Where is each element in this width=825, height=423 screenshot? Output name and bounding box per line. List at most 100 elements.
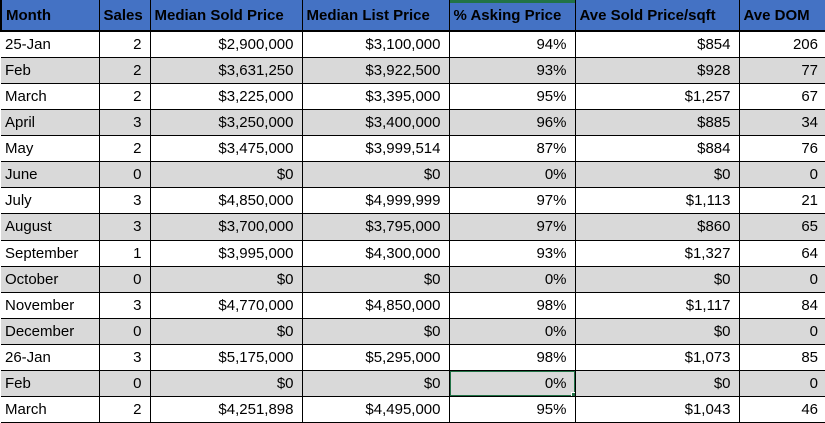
cell[interactable]: $0 bbox=[301, 161, 450, 189]
cell[interactable]: 46 bbox=[738, 395, 825, 423]
cell[interactable]: $0 bbox=[574, 369, 740, 397]
cell[interactable]: $4,850,000 bbox=[301, 291, 450, 319]
cell[interactable]: 2 bbox=[98, 135, 151, 163]
cell[interactable]: 0% bbox=[448, 265, 576, 293]
cell[interactable]: $3,400,000 bbox=[301, 109, 450, 137]
cell[interactable]: 2 bbox=[98, 83, 151, 111]
cell[interactable]: 93% bbox=[448, 57, 576, 85]
cell[interactable]: 3 bbox=[98, 109, 151, 137]
cell[interactable]: $884 bbox=[574, 135, 740, 163]
cell[interactable]: 25-Jan bbox=[1, 30, 100, 59]
cell[interactable]: 21 bbox=[738, 187, 825, 215]
cell[interactable]: $0 bbox=[574, 265, 740, 293]
cell[interactable]: 97% bbox=[448, 187, 576, 215]
cell[interactable]: 87% bbox=[448, 135, 576, 163]
cell[interactable]: September bbox=[1, 239, 100, 267]
header-cell-ave-sold-price-sqft[interactable]: Ave Sold Price/sqft bbox=[574, 0, 740, 32]
cell[interactable]: 84 bbox=[738, 291, 825, 319]
header-cell-month[interactable]: Month bbox=[0, 0, 100, 32]
cell[interactable]: 206 bbox=[738, 30, 825, 59]
header-cell-median-sold-price[interactable]: Median Sold Price bbox=[149, 0, 303, 32]
cell[interactable]: 98% bbox=[448, 343, 576, 371]
header-cell-asking-price[interactable]: % Asking Price bbox=[448, 0, 576, 32]
cell[interactable]: $5,175,000 bbox=[149, 343, 303, 371]
cell[interactable]: $4,999,999 bbox=[301, 187, 450, 215]
cell[interactable]: 0 bbox=[738, 265, 825, 293]
cell[interactable]: 65 bbox=[738, 213, 825, 241]
cell[interactable]: 98% bbox=[448, 291, 576, 319]
cell[interactable]: $3,995,000 bbox=[149, 239, 303, 267]
cell[interactable]: $4,300,000 bbox=[301, 239, 450, 267]
cell[interactable]: 76 bbox=[738, 135, 825, 163]
cell[interactable]: 95% bbox=[448, 83, 576, 111]
cell[interactable]: $0 bbox=[574, 317, 740, 345]
cell[interactable]: $3,475,000 bbox=[149, 135, 303, 163]
cell[interactable]: 0% bbox=[448, 161, 576, 189]
cell[interactable]: 3 bbox=[98, 291, 151, 319]
cell[interactable]: 34 bbox=[738, 109, 825, 137]
cell[interactable]: $1,117 bbox=[574, 291, 740, 319]
cell[interactable]: 0 bbox=[98, 161, 151, 189]
cell[interactable]: $3,225,000 bbox=[149, 83, 303, 111]
cell[interactable]: 0 bbox=[98, 369, 151, 397]
cell[interactable]: $854 bbox=[574, 30, 740, 59]
cell[interactable]: $0 bbox=[574, 161, 740, 189]
cell[interactable]: 85 bbox=[738, 343, 825, 371]
header-cell-sales[interactable]: Sales bbox=[98, 0, 151, 32]
cell[interactable]: April bbox=[1, 109, 100, 137]
cell[interactable]: 0% bbox=[448, 317, 576, 345]
cell[interactable]: $3,922,500 bbox=[301, 57, 450, 85]
cell[interactable]: $3,999,514 bbox=[301, 135, 450, 163]
cell[interactable]: August bbox=[1, 213, 100, 241]
cell[interactable]: November bbox=[1, 291, 100, 319]
cell[interactable]: $0 bbox=[149, 317, 303, 345]
cell[interactable]: October bbox=[1, 265, 100, 293]
cell[interactable]: 93% bbox=[448, 239, 576, 267]
cell[interactable]: $0 bbox=[301, 369, 450, 397]
cell[interactable]: 77 bbox=[738, 57, 825, 85]
cell[interactable]: 95% bbox=[448, 395, 576, 423]
cell[interactable]: $860 bbox=[574, 213, 740, 241]
cell[interactable]: 2 bbox=[98, 30, 151, 59]
cell[interactable]: 3 bbox=[98, 187, 151, 215]
cell[interactable]: $3,100,000 bbox=[301, 30, 450, 59]
cell[interactable]: 1 bbox=[98, 239, 151, 267]
cell[interactable]: 26-Jan bbox=[1, 343, 100, 371]
cell[interactable]: $3,700,000 bbox=[149, 213, 303, 241]
cell[interactable]: May bbox=[1, 135, 100, 163]
cell[interactable]: $0 bbox=[301, 265, 450, 293]
cell[interactable]: $0 bbox=[301, 317, 450, 345]
cell[interactable]: March bbox=[1, 83, 100, 111]
cell[interactable]: 0 bbox=[738, 369, 825, 397]
cell[interactable]: 2 bbox=[98, 57, 151, 85]
cell[interactable]: $5,295,000 bbox=[301, 343, 450, 371]
cell[interactable]: 94% bbox=[448, 30, 576, 59]
cell[interactable]: $1,073 bbox=[574, 343, 740, 371]
cell[interactable]: $0 bbox=[149, 369, 303, 397]
cell[interactable]: December bbox=[1, 317, 100, 345]
cell[interactable]: 67 bbox=[738, 83, 825, 111]
cell[interactable]: 64 bbox=[738, 239, 825, 267]
cell[interactable]: 3 bbox=[98, 213, 151, 241]
cell[interactable]: $4,251,898 bbox=[149, 395, 303, 423]
cell[interactable]: 3 bbox=[98, 343, 151, 371]
cell[interactable]: 97% bbox=[448, 213, 576, 241]
cell[interactable]: $885 bbox=[574, 109, 740, 137]
cell[interactable]: $1,257 bbox=[574, 83, 740, 111]
cell[interactable]: $4,770,000 bbox=[149, 291, 303, 319]
selected-cell[interactable]: 0% bbox=[448, 369, 576, 397]
cell[interactable]: 2 bbox=[98, 395, 151, 423]
cell[interactable]: $1,043 bbox=[574, 395, 740, 423]
cell[interactable]: $1,327 bbox=[574, 239, 740, 267]
cell[interactable]: 0 bbox=[738, 161, 825, 189]
cell[interactable]: $3,631,250 bbox=[149, 57, 303, 85]
cell[interactable]: June bbox=[1, 161, 100, 189]
cell[interactable]: 96% bbox=[448, 109, 576, 137]
cell[interactable]: $4,495,000 bbox=[301, 395, 450, 423]
cell[interactable]: $0 bbox=[149, 265, 303, 293]
cell[interactable]: 0 bbox=[98, 265, 151, 293]
cell[interactable]: $3,395,000 bbox=[301, 83, 450, 111]
cell[interactable]: Feb bbox=[1, 57, 100, 85]
cell[interactable]: $2,900,000 bbox=[149, 30, 303, 59]
cell[interactable]: July bbox=[1, 187, 100, 215]
